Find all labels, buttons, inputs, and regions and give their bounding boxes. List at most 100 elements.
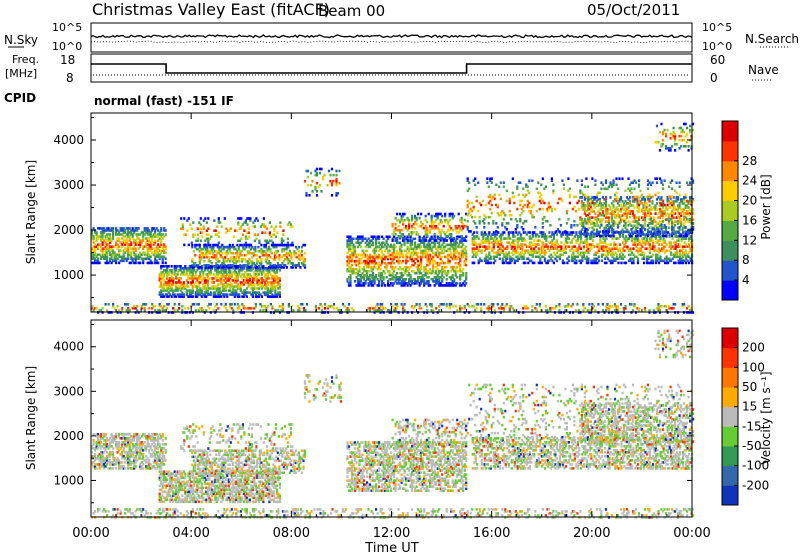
data-cell xyxy=(427,243,430,247)
data-cell xyxy=(261,223,264,226)
data-cell xyxy=(474,241,477,244)
data-cell xyxy=(403,278,406,281)
data-cell xyxy=(293,253,296,257)
data-cell xyxy=(388,249,391,253)
data-cell xyxy=(450,265,453,269)
data-cell xyxy=(476,243,479,246)
data-cell xyxy=(224,255,227,259)
data-cell xyxy=(172,277,175,280)
data-cell xyxy=(450,226,453,230)
data-cell xyxy=(219,249,222,253)
data-cell xyxy=(391,274,394,277)
data-cell xyxy=(235,271,238,274)
data-cell xyxy=(178,281,181,284)
data-cell xyxy=(385,263,388,267)
data-cell xyxy=(113,257,116,261)
data-cell xyxy=(229,281,232,284)
data-cell xyxy=(169,285,172,288)
data-cell xyxy=(465,245,468,249)
data-cell xyxy=(175,281,178,284)
data-cell xyxy=(202,277,205,280)
data-cell xyxy=(379,255,382,259)
data-cell xyxy=(409,253,412,257)
data-cell xyxy=(361,249,364,253)
data-cell xyxy=(112,233,115,236)
data-cell xyxy=(251,255,254,259)
data-cell xyxy=(160,291,163,294)
data-cell xyxy=(438,278,441,281)
data-cell xyxy=(426,253,429,257)
data-cell xyxy=(524,243,527,246)
data-cell xyxy=(257,279,260,282)
data-cell xyxy=(109,241,112,244)
data-cell xyxy=(250,281,253,284)
data-cell xyxy=(423,237,426,240)
data-cell xyxy=(212,293,215,296)
data-cell xyxy=(462,247,465,251)
data-cell xyxy=(539,239,542,242)
data-cell xyxy=(394,222,397,226)
data-cell xyxy=(402,220,405,224)
data-cell xyxy=(588,226,591,230)
data-cell xyxy=(502,217,505,221)
data-cell xyxy=(492,237,495,240)
data-cell xyxy=(243,247,246,251)
data-cell xyxy=(279,243,282,247)
data-cell xyxy=(149,259,152,263)
data-cell xyxy=(121,259,124,263)
data-cell xyxy=(450,212,453,216)
data-cell xyxy=(457,243,460,247)
data-cell xyxy=(460,239,463,243)
data-cell xyxy=(259,269,262,272)
data-cell xyxy=(252,221,255,224)
data-cell xyxy=(288,260,291,263)
data-cell xyxy=(220,279,223,282)
data-cell xyxy=(385,239,388,243)
data-cell xyxy=(414,271,417,275)
data-cell xyxy=(457,263,460,267)
data-cell xyxy=(528,259,531,263)
data-cell xyxy=(482,245,485,248)
data-cell xyxy=(528,253,531,257)
data-cell xyxy=(224,285,227,288)
data-cell xyxy=(249,247,252,251)
data-cell xyxy=(435,224,438,228)
data-cell xyxy=(218,260,221,263)
data-cell xyxy=(642,251,646,254)
data-cell xyxy=(236,249,239,253)
data-cell xyxy=(433,214,436,218)
data-cell xyxy=(420,261,423,265)
data-cell xyxy=(104,241,107,244)
data-cell xyxy=(356,284,360,287)
data-cell xyxy=(175,273,178,276)
data-cell xyxy=(247,273,250,276)
data-cell xyxy=(460,241,463,245)
data-cell xyxy=(215,271,218,274)
data-cell xyxy=(215,269,218,272)
data-cell xyxy=(364,245,367,249)
data-cell xyxy=(219,221,222,224)
data-cell xyxy=(492,219,495,223)
data-cell xyxy=(387,284,390,287)
data-cell xyxy=(485,255,488,259)
data-cell xyxy=(453,243,456,247)
data-cell xyxy=(254,269,257,272)
data-cell xyxy=(237,245,240,249)
data-cell xyxy=(477,249,480,252)
data-cell xyxy=(441,249,444,253)
data-cell xyxy=(347,259,351,263)
data-cell xyxy=(161,273,164,276)
data-cell xyxy=(130,231,133,234)
data-cell xyxy=(444,269,447,273)
data-cell xyxy=(393,269,396,273)
data-cell xyxy=(551,255,554,259)
data-cell xyxy=(215,273,218,276)
data-cell xyxy=(121,255,124,259)
data-cell xyxy=(238,273,241,276)
data-cell xyxy=(482,235,485,238)
data-cell xyxy=(447,228,450,232)
data-cell xyxy=(420,265,423,269)
data-cell xyxy=(202,275,205,278)
data-cell xyxy=(142,233,145,236)
data-cell xyxy=(349,243,352,247)
